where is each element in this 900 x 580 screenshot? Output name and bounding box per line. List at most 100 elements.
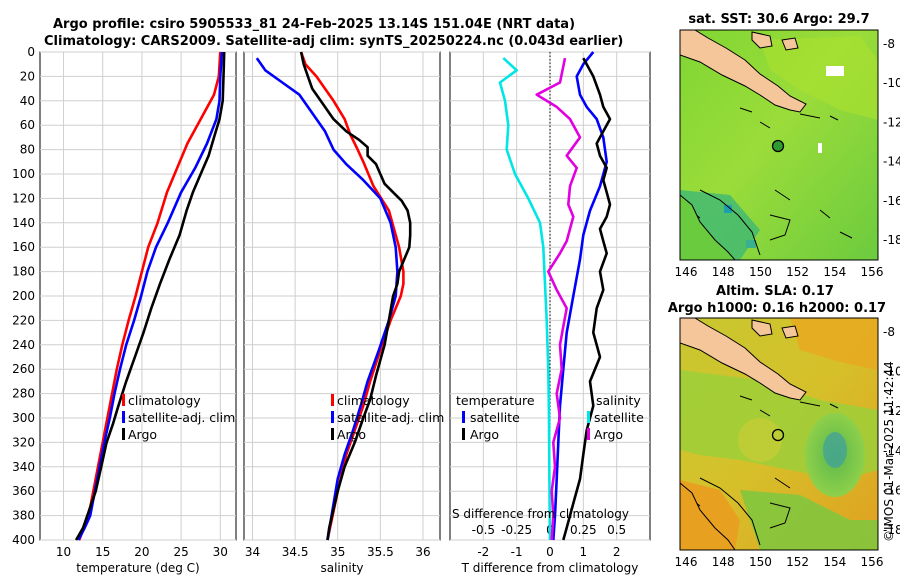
sla-lon-ticks: 146 148 150 152 154 156 [675, 555, 884, 569]
legend-title-salinity: salinity [596, 393, 641, 408]
coral-sea-reefs [689, 107, 853, 256]
lon-tick-label: 154 [823, 555, 846, 569]
legend-label-climatology: climatology [337, 393, 410, 408]
top-x-tick-label: -0.25 [501, 523, 532, 537]
sla-map-subtitle: Argo h1000: 0.16 h2000: 0.17 [668, 301, 886, 316]
x-tick-label: 15 [95, 545, 110, 559]
legend-swatch-argo [122, 428, 125, 440]
land-islands-east [751, 31, 799, 51]
sst-map-title: sat. SST: 30.6 Argo: 29.7 [688, 12, 869, 27]
lat-tick-label: -14 [883, 155, 900, 169]
x-tick-label: 36 [415, 545, 430, 559]
x-tick-label: -2 [477, 545, 489, 559]
y-tick-label: 340 [12, 460, 35, 474]
sst-cool-cell [724, 205, 732, 213]
timestamp: ©IMOS 01-Mar-2025 11:42:44 [882, 361, 896, 542]
legend-swatch-sal-argo [587, 428, 590, 440]
x-tick-label: 30 [213, 545, 228, 559]
series-line-climatology [77, 51, 222, 541]
y-tick-label: 240 [12, 338, 35, 352]
salinity-xlabel: salinity [320, 561, 363, 575]
y-tick-label: 400 [12, 533, 35, 547]
series-line-climatology [299, 51, 405, 541]
sla-map [680, 318, 878, 550]
sla-map-frame [679, 317, 879, 551]
legend-label-temp-satellite: satellite [470, 410, 520, 425]
y-tick-label: 280 [12, 387, 35, 401]
salinity-chart: 34 34.5 35 35.5 36 [244, 51, 440, 559]
y-tick-label: 380 [12, 509, 35, 523]
legend-label-temp-argo: Argo [470, 427, 499, 442]
lat-tick-label: -16 [883, 483, 900, 497]
lon-tick-label: 150 [749, 265, 772, 279]
lat-tick-label: -8 [883, 325, 895, 339]
profile-location-marker [771, 139, 785, 153]
sst-lon-ticks: 146 148 150 152 154 156 [675, 265, 884, 279]
land-new-guinea [680, 318, 807, 401]
temperature-legend: climatology satellite-adj. clim Argo [122, 393, 235, 442]
y-tick-label: 360 [12, 484, 35, 498]
series-line-argo [74, 51, 226, 541]
land-islands-east [751, 319, 799, 339]
profile-location-marker [771, 428, 785, 442]
x-tick-label: 35 [330, 545, 345, 559]
sst-cloud-gap [818, 143, 822, 153]
sla-green-south [740, 490, 878, 550]
land-australia [680, 194, 736, 260]
lon-tick-label: 146 [675, 555, 698, 569]
sst-warm-patch [760, 36, 878, 120]
salinity-legend: climatology satellite-adj. clim Argo [331, 393, 444, 442]
lon-tick-label: 156 [861, 555, 884, 569]
top-x-tick-label: 0.25 [570, 523, 597, 537]
y-tick-label: 140 [12, 216, 35, 230]
sst-cool-cell [746, 240, 756, 248]
sst-map [680, 30, 878, 260]
legend-swatch-sal-satellite [587, 411, 590, 423]
sst-map-frame [679, 29, 879, 261]
legend-swatch-argo [331, 428, 334, 440]
series-line-argo [299, 51, 412, 541]
series-line-satellite [255, 57, 399, 541]
y-tick-label: 120 [12, 191, 35, 205]
land-new-guinea [680, 30, 807, 113]
x-tick-label: 35.5 [367, 545, 394, 559]
x-tick-label: 34 [245, 545, 260, 559]
series-line-sal_argo [535, 57, 582, 541]
y-tick-label: 20 [20, 69, 35, 83]
x-tick-label: 2 [613, 545, 621, 559]
y-tick-label: 80 [20, 143, 35, 157]
legend-swatch-temp-argo [462, 428, 465, 440]
figure-title-line1: Argo profile: csiro 5905533_81 24-Feb-20… [53, 17, 575, 32]
y-tick-label: 300 [12, 411, 35, 425]
temperature-chart: 10 15 20 25 30020406080100120140160180200220… [12, 45, 236, 559]
land-australia [680, 482, 736, 550]
legend-swatch-satellite [122, 411, 125, 423]
lon-tick-label: 152 [786, 265, 809, 279]
legend-swatch-satellite [331, 411, 334, 423]
y-tick-label: 100 [12, 167, 35, 181]
x-tick-label: 1 [580, 545, 588, 559]
temperature-xlabel: temperature (deg C) [76, 561, 199, 575]
sla-lat-ticks: -8 -10 -12 -14 -16 -18 [883, 325, 900, 537]
legend-label-sal-satellite: satellite [594, 410, 644, 425]
lat-tick-label: -14 [883, 444, 900, 458]
legend-label-sal-argo: Argo [594, 427, 623, 442]
lon-tick-label: 150 [749, 555, 772, 569]
s-difference-axis-label: S difference from climatology [452, 507, 629, 521]
lat-tick-label: -16 [883, 194, 900, 208]
top-x-tick-label: -0.5 [472, 523, 495, 537]
sla-eddy-center [823, 432, 847, 468]
y-tick-label: 160 [12, 240, 35, 254]
lat-tick-label: -18 [883, 523, 900, 537]
y-tick-label: 260 [12, 362, 35, 376]
sst-cloud-gap [826, 66, 844, 76]
sst-lat-ticks: -8 -10 -12 -14 -16 -18 [883, 37, 900, 247]
lon-tick-label: 156 [861, 265, 884, 279]
difference-xlabel: T difference from climatology [461, 561, 639, 575]
lon-tick-label: 154 [823, 265, 846, 279]
sla-map-title: Altim. SLA: 0.17 [716, 284, 834, 299]
legend-label-satellite: satellite-adj. clim [128, 410, 235, 425]
legend-label-climatology: climatology [128, 393, 201, 408]
legend-swatch-climatology [122, 394, 125, 406]
